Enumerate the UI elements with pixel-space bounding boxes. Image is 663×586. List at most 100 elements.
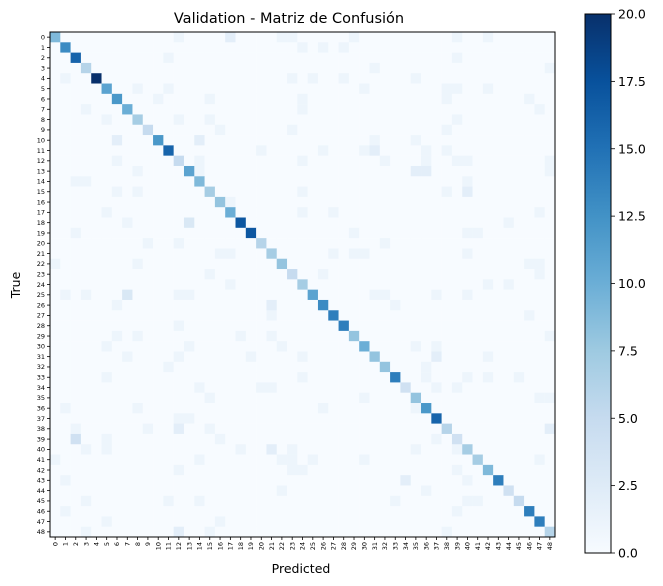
heatmap-cell-13-47 (534, 165, 545, 177)
heatmap-cell-13-35 (410, 165, 422, 177)
heatmap-cell-42-25 (307, 464, 319, 476)
heatmap-cell-7-9 (142, 104, 154, 115)
heatmap-cell-1-11 (163, 42, 174, 53)
heatmap-cell-15-26 (317, 186, 329, 198)
heatmap-cell-14-43 (493, 176, 504, 187)
heatmap-cell-25-24 (297, 289, 308, 301)
heatmap-cell-39-11 (163, 433, 174, 445)
heatmap-cell-25-21 (266, 289, 277, 301)
heatmap-cell-2-32 (379, 52, 391, 64)
heatmap-cell-30-21 (266, 341, 277, 352)
heatmap-cell-28-43 (493, 320, 504, 332)
heatmap-cell-2-21 (266, 52, 277, 64)
heatmap-cell-15-6 (111, 186, 123, 198)
heatmap-cell-33-27 (328, 372, 339, 383)
heatmap-cell-28-13 (183, 320, 195, 332)
heatmap-cell-22-5 (101, 258, 113, 270)
heatmap-cell-19-28 (338, 227, 350, 239)
heatmap-cell-10-9 (142, 135, 154, 146)
heatmap-cell-11-9 (142, 145, 154, 156)
heatmap-cell-0-23 (287, 32, 298, 43)
heatmap-cell-24-38 (441, 279, 453, 290)
heatmap-cell-19-34 (400, 227, 411, 239)
heatmap-cell-30-36 (421, 341, 432, 352)
heatmap-cell-39-33 (390, 433, 401, 445)
heatmap-cell-37-20 (256, 413, 267, 424)
heatmap-cell-6-9 (142, 93, 154, 105)
heatmap-cell-41-3 (80, 454, 92, 466)
heatmap-cell-18-15 (204, 217, 216, 229)
heatmap-cell-24-30 (359, 279, 370, 290)
heatmap-cell-10-41 (472, 135, 484, 146)
heatmap-cell-8-22 (276, 114, 288, 126)
heatmap-cell-34-8 (132, 382, 144, 393)
heatmap-cell-31-48 (544, 351, 556, 363)
heatmap-cell-20-18 (235, 238, 247, 249)
y-tick-label-20: 20 (37, 240, 45, 248)
heatmap-cell-23-48 (544, 269, 556, 280)
heatmap-cell-16-35 (410, 196, 422, 208)
heatmap-cell-35-40 (462, 392, 473, 404)
heatmap-cell-36-40 (462, 403, 473, 414)
heatmap-cell-35-36 (421, 392, 432, 404)
heatmap-cell-42-21 (266, 464, 277, 476)
heatmap-cell-16-37 (431, 196, 442, 208)
heatmap-cell-1-30 (359, 42, 370, 53)
heatmap-cell-0-14 (194, 32, 205, 43)
heatmap-cell-4-5 (101, 73, 113, 84)
heatmap-cell-31-27 (328, 351, 339, 363)
heatmap-cell-43-16 (214, 475, 226, 486)
heatmap-cell-37-25 (307, 413, 319, 424)
heatmap-cell-21-16 (214, 248, 226, 259)
x-tick-label-3: 3 (82, 542, 90, 546)
heatmap-cell-7-44 (503, 104, 515, 115)
heatmap-cell-15-39 (451, 186, 463, 198)
heatmap-cell-47-27 (328, 516, 339, 527)
heatmap-cell-17-0 (50, 207, 61, 218)
heatmap-cell-29-4 (91, 330, 102, 342)
heatmap-cell-31-5 (101, 351, 113, 363)
heatmap-cell-12-15 (204, 155, 216, 167)
heatmap-cell-25-34 (400, 289, 411, 301)
heatmap-cell-1-26 (317, 42, 329, 53)
heatmap-cell-7-5 (101, 104, 113, 115)
heatmap-cell-19-13 (183, 227, 195, 239)
heatmap-cell-48-5 (101, 526, 113, 538)
heatmap-cell-8-31 (369, 114, 381, 126)
heatmap-cell-25-22 (276, 289, 288, 301)
heatmap-cell-17-39 (451, 207, 463, 218)
heatmap-cell-41-21 (266, 454, 277, 466)
heatmap-cell-33-13 (183, 372, 195, 383)
heatmap-cell-21-27 (328, 248, 339, 259)
heatmap-cell-0-33 (390, 32, 401, 43)
heatmap-cell-11-27 (328, 145, 339, 156)
heatmap-cell-45-25 (307, 495, 319, 507)
heatmap-cell-2-7 (122, 52, 133, 64)
heatmap-cell-0-45 (513, 32, 525, 43)
heatmap-cell-3-24 (297, 62, 308, 74)
heatmap-cell-5-41 (472, 83, 484, 95)
heatmap-cell-16-1 (60, 196, 71, 208)
heatmap-cell-47-32 (379, 516, 391, 527)
heatmap-cell-31-4 (91, 351, 102, 363)
heatmap-cell-41-23 (287, 454, 298, 466)
heatmap-cell-46-25 (307, 506, 319, 517)
heatmap-cell-22-37 (431, 258, 442, 270)
heatmap-cell-28-12 (173, 320, 185, 332)
heatmap-cell-46-2 (70, 506, 82, 517)
heatmap-cell-26-33 (390, 299, 401, 311)
heatmap-cell-20-31 (369, 238, 381, 249)
heatmap-cell-47-46 (524, 516, 535, 527)
heatmap-cell-9-40 (462, 124, 473, 136)
heatmap-cell-1-5 (101, 42, 113, 53)
heatmap-cell-8-43 (493, 114, 504, 126)
heatmap-cell-37-8 (132, 413, 144, 424)
heatmap-cell-37-19 (245, 413, 257, 424)
heatmap-cell-20-42 (482, 238, 494, 249)
heatmap-cell-32-34 (400, 361, 411, 373)
heatmap-cell-45-39 (451, 495, 463, 507)
heatmap-cell-10-1 (60, 135, 71, 146)
heatmap-cell-36-17 (225, 403, 236, 414)
heatmap-cell-44-26 (317, 485, 329, 497)
heatmap-cell-19-45 (513, 227, 525, 239)
